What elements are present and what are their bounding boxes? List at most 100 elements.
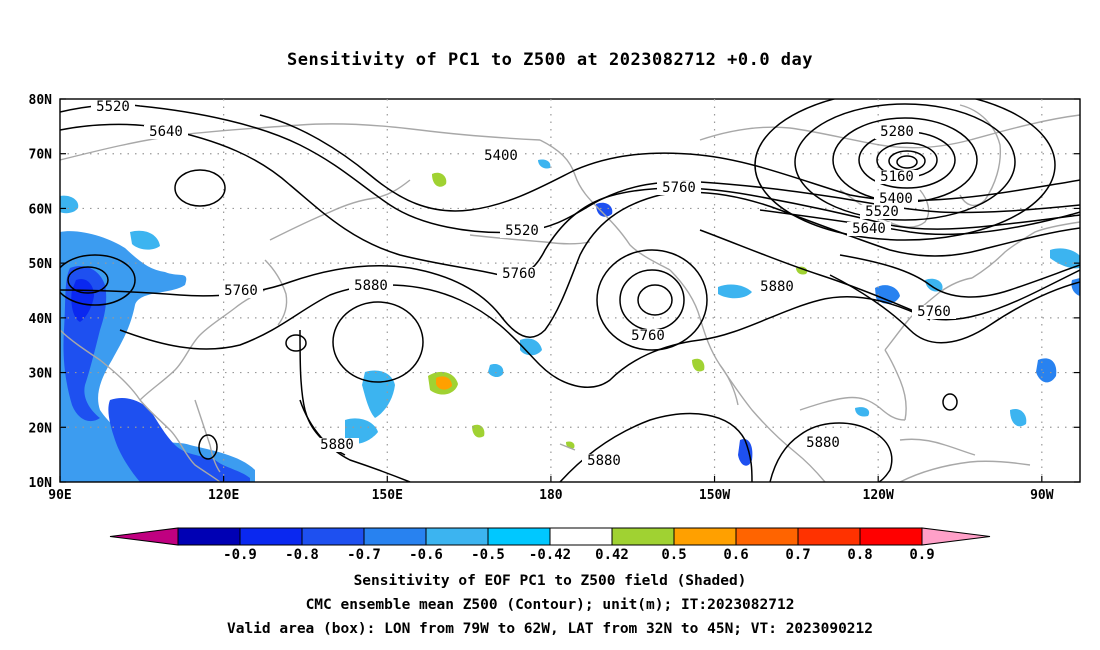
colorbar-segment bbox=[673, 527, 737, 546]
colorbar-low-triangle bbox=[109, 527, 179, 546]
coast-philippines bbox=[194, 399, 221, 473]
contour-label: 5760 bbox=[224, 283, 258, 299]
contour-label: 5520 bbox=[865, 204, 899, 220]
pos-sensitivity-patch-siberia bbox=[432, 172, 447, 187]
contour-label-bg bbox=[755, 280, 799, 294]
caption-line-3: Valid area (box): LON from 79W to 62W, L… bbox=[226, 621, 873, 637]
coast-siberia-north bbox=[60, 123, 541, 161]
lon-tick-label: 90E bbox=[48, 488, 71, 503]
coast-aleutians bbox=[469, 234, 591, 245]
lat-lon-grid bbox=[59, 98, 1080, 483]
colorbar-label: -0.6 bbox=[409, 547, 443, 563]
contour-5760-east bbox=[699, 229, 1080, 321]
colorbar-segment bbox=[859, 527, 923, 546]
contour-label: 5760 bbox=[631, 328, 665, 344]
contour-label-bg bbox=[219, 284, 263, 298]
coast-china-korea bbox=[139, 289, 266, 401]
contour-label: 5520 bbox=[505, 223, 539, 239]
contour-5880-west bbox=[119, 284, 931, 388]
contour-label-bg bbox=[582, 454, 626, 468]
contour-label: 5640 bbox=[149, 124, 183, 140]
coast-east-asia bbox=[60, 329, 221, 482]
contour-cutoff-low-inner bbox=[637, 284, 673, 316]
contour-label: 5280 bbox=[880, 124, 914, 140]
contour-polar-low-1 bbox=[754, 99, 1056, 241]
lon-tick-label: 150W bbox=[699, 488, 730, 503]
colorbar bbox=[109, 527, 991, 546]
neg-sensitivity-patch-china bbox=[130, 230, 160, 250]
contour-label-bg bbox=[912, 305, 956, 319]
colorbar-label: -0.7 bbox=[347, 547, 381, 563]
contour-5880-south-2 bbox=[559, 412, 753, 482]
lat-tick-label: 60N bbox=[29, 202, 53, 217]
colorbar-labels: -0.9 -0.8 -0.7 -0.6 -0.5 -0.42 0.42 0.5 0.6 0.7 0.… bbox=[223, 547, 935, 563]
lat-tick-label: 80N bbox=[29, 93, 53, 108]
colorbar-segment bbox=[177, 527, 241, 546]
lon-tick-label: 150E bbox=[372, 488, 403, 503]
contour-5760-west bbox=[60, 191, 1080, 338]
contour-5520-north bbox=[60, 103, 1080, 234]
pos-sensitivity-patch-pacific-2 bbox=[472, 424, 485, 438]
colorbar-label: 0.8 bbox=[847, 547, 872, 563]
contour-label-bg bbox=[875, 125, 919, 139]
colorbar-segment bbox=[611, 527, 675, 546]
neg-sensitivity-patch-canada bbox=[596, 202, 613, 217]
contour-siberia-high bbox=[174, 169, 226, 207]
contour-label: 5760 bbox=[662, 180, 696, 196]
neg-sensitivity-patch-mexico bbox=[738, 438, 753, 466]
contour-label-bg bbox=[874, 192, 918, 206]
neg-sensitivity-patch-pacific-4 bbox=[488, 364, 504, 378]
coast-us-east bbox=[884, 277, 973, 351]
contour-west-pacific-high bbox=[332, 301, 424, 383]
contour-asia-low-inner bbox=[67, 266, 109, 294]
contour-label-bg bbox=[875, 170, 919, 184]
contour-label: 5880 bbox=[587, 453, 621, 469]
contour-asia-low-outer bbox=[60, 254, 136, 306]
colorbar-label: -0.8 bbox=[285, 547, 319, 563]
coast-baja bbox=[719, 364, 739, 406]
neg-sensitivity-patch-pacific-2 bbox=[345, 418, 378, 444]
colorbar-segment bbox=[239, 527, 303, 546]
contour-label: 5400 bbox=[484, 148, 518, 164]
contour-label: 5880 bbox=[806, 435, 840, 451]
lat-tick-label: 10N bbox=[29, 476, 53, 491]
colorbar-segment bbox=[797, 527, 861, 546]
colorbar-high-triangle bbox=[921, 527, 991, 546]
pos-sensitivity-core-pacific bbox=[436, 376, 452, 390]
contour-label-bg bbox=[349, 279, 393, 293]
coast-greenland bbox=[959, 104, 1002, 207]
contour-label-bg bbox=[657, 181, 701, 195]
neg-sensitivity-patch-atlantic-3 bbox=[1050, 248, 1080, 269]
neg-sensitivity-patch-nw bbox=[60, 195, 79, 214]
neg-sensitivity-patch-atlantic-1 bbox=[1036, 358, 1057, 383]
contour-label-bg bbox=[479, 149, 523, 163]
coast-gulf-mexico bbox=[799, 396, 906, 421]
contour-label: 5880 bbox=[760, 279, 794, 295]
contour-polar-low-2 bbox=[794, 103, 1016, 221]
contour-east-us-2 bbox=[839, 254, 1080, 298]
contour-label: 5520 bbox=[96, 99, 130, 115]
contour-label-bg bbox=[497, 267, 541, 281]
contour-label: 5160 bbox=[880, 169, 914, 185]
colorbar-label: 0.5 bbox=[661, 547, 686, 563]
plot-frame bbox=[59, 98, 1081, 483]
colorbar-label: 0.9 bbox=[909, 547, 934, 563]
lon-tick-label: 120E bbox=[208, 488, 239, 503]
contour-small-high-pacific bbox=[198, 434, 218, 460]
lon-tick-label: 90W bbox=[1030, 488, 1054, 503]
lon-tick-label: 120W bbox=[863, 488, 894, 503]
lat-tick-label: 50N bbox=[29, 257, 53, 272]
coast-west-america bbox=[669, 269, 826, 482]
pos-sensitivity-patch-mexico bbox=[692, 358, 705, 372]
map-title: Sensitivity of PC1 to Z500 at 2023082712… bbox=[286, 50, 813, 70]
contour-labels: 5520564054005520564057605880576057605760… bbox=[91, 99, 956, 469]
contour-east-us-1 bbox=[759, 209, 1080, 236]
contour-label: 5400 bbox=[879, 191, 913, 207]
contour-label-bg bbox=[315, 438, 359, 452]
colorbar-label: -0.42 bbox=[529, 547, 571, 563]
neg-sensitivity-patch-new-england bbox=[925, 278, 943, 292]
contour-cutoff-low-outer bbox=[596, 249, 708, 351]
colorbar-label: -0.5 bbox=[471, 547, 505, 563]
pos-sensitivity-patch-canada bbox=[796, 266, 808, 275]
